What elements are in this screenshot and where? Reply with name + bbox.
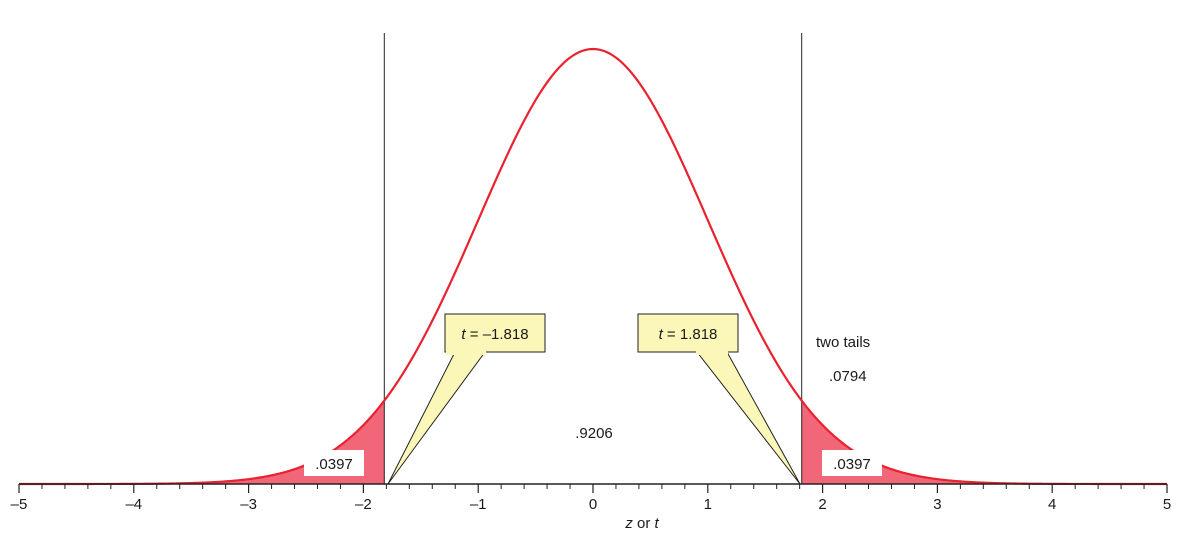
left-critical-callout: t = –1.818: [387, 313, 546, 485]
right-tail-label-box: [822, 450, 882, 476]
left-tail-label-box: [304, 450, 364, 476]
shaded-tails: [19, 400, 1167, 484]
density-curve: [19, 47, 1167, 486]
center-probability: .9206: [575, 425, 613, 442]
two-tails-label: two tails: [816, 334, 870, 351]
x-axis-tick-label: 2: [818, 496, 826, 513]
density-curve-group: [19, 47, 1167, 486]
left-tail-probability: .0397: [315, 456, 353, 473]
x-axis-tick-label: –4: [125, 496, 142, 513]
left-callout-label: t = –1.818: [461, 326, 528, 343]
x-axis-tick-label: 4: [1048, 496, 1056, 513]
left-callout-var: t: [461, 326, 466, 343]
x-axis: –5 –4 –3 –2 –1 0 1 2 3 4 5: [11, 483, 1171, 513]
x-axis-tick-label: –1: [470, 496, 487, 513]
x-axis-title-var2: t: [655, 515, 660, 532]
x-axis-tick-label: 5: [1163, 496, 1171, 513]
x-axis-tick-label: –5: [11, 496, 28, 513]
right-callout-var: t: [659, 326, 664, 343]
x-axis-title-var1: z: [624, 515, 633, 532]
x-axis-tick-label: 0: [589, 496, 597, 513]
x-axis-title-mid: or: [633, 515, 655, 532]
left-callout-value: = –1.818: [466, 326, 529, 343]
right-callout-pointer: [695, 351, 801, 485]
left-callout-pointer: [387, 351, 486, 485]
right-callout-value: = 1.818: [663, 326, 718, 343]
two-tails-probability: .0794: [829, 368, 867, 385]
x-axis-tick-label: –2: [355, 496, 372, 513]
right-tail-probability: .0397: [833, 456, 871, 473]
x-axis-title: z or t: [624, 515, 659, 532]
right-critical-callout: t = 1.818: [637, 313, 801, 485]
x-axis-tick-label: 3: [933, 496, 941, 513]
x-axis-tick-label: –3: [240, 496, 257, 513]
critical-value-lines: [383, 33, 803, 484]
right-callout-label: t = 1.818: [659, 326, 718, 343]
x-axis-tick-label: 1: [704, 496, 712, 513]
